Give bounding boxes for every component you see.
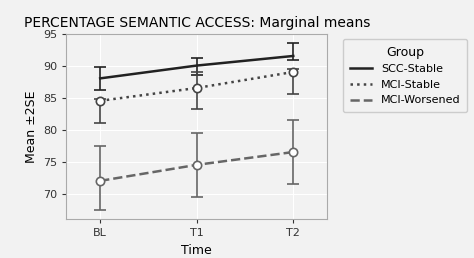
Title: PERCENTAGE SEMANTIC ACCESS: Marginal means: PERCENTAGE SEMANTIC ACCESS: Marginal mea… [24,15,370,30]
Y-axis label: Mean ±2SE: Mean ±2SE [25,90,37,163]
Legend: SCC-Stable, MCI-Stable, MCI-Worsened: SCC-Stable, MCI-Stable, MCI-Worsened [343,39,467,112]
X-axis label: Time: Time [182,244,212,257]
